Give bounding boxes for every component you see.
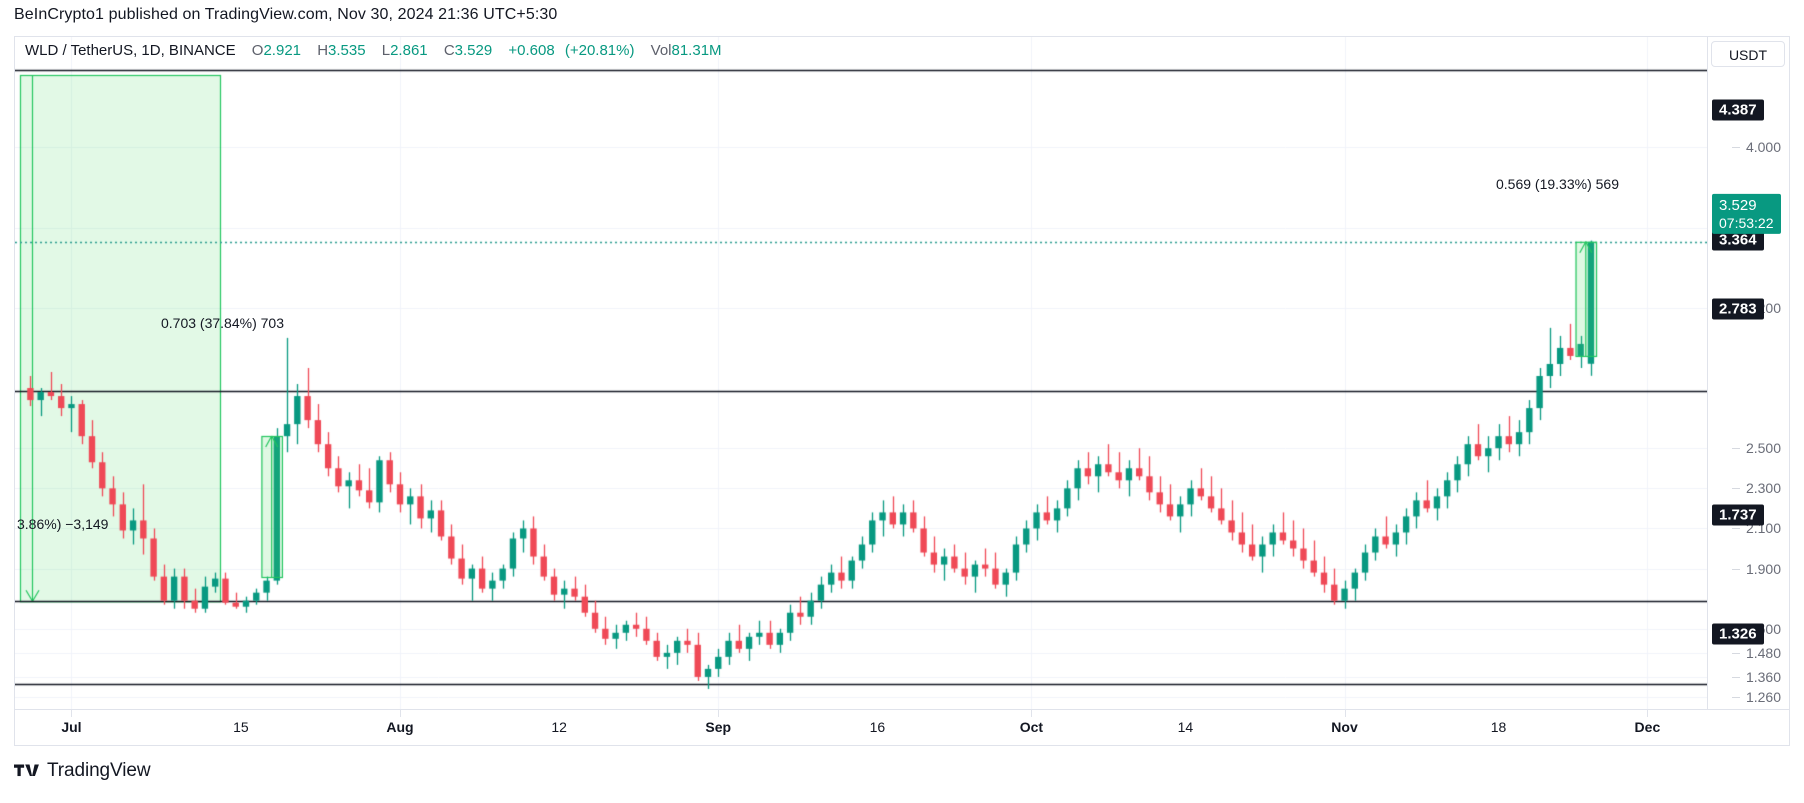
legend-open-label: O [251, 42, 264, 59]
time-label-oct: Oct [1019, 719, 1044, 735]
legend-symbol[interactable]: WLD / TetherUS, 1D, BINANCE [25, 42, 236, 59]
time-label-12: 12 [551, 719, 567, 735]
legend-change: +0.608 [508, 42, 555, 59]
legend-volume-label: Vol [650, 42, 672, 59]
chart-container: WLD / TetherUS, 1D, BINANCE O2.921 H3.53… [14, 36, 1790, 746]
currency-chip[interactable]: USDT [1711, 41, 1785, 67]
price-tag-resistance: 2.783 [1712, 298, 1764, 320]
live-price-tag: 3.529 07:53:22 [1712, 193, 1781, 235]
tick-dash [1731, 488, 1740, 490]
price-tick-1-260: 1.260 [1731, 689, 1781, 705]
live-price-value: 3.529 [1719, 196, 1757, 214]
time-label-18: 18 [1490, 719, 1507, 735]
tradingview-logo-icon [14, 764, 39, 777]
price-tag-low: 1.326 [1712, 623, 1764, 645]
legend-high-value: 3.535 [328, 42, 366, 59]
tradingview-wordmark: TradingView [47, 760, 151, 781]
price-axis[interactable]: USDT 4.3874.0003.6003.2002.7832.5002.300… [1707, 37, 1789, 709]
legend-close-label: C [443, 42, 455, 59]
legend-volume-value: 81.31M [671, 42, 722, 59]
live-countdown: 07:53:22 [1719, 214, 1774, 231]
tick-dash [1731, 448, 1740, 450]
tick-dash [1731, 568, 1740, 570]
time-label-nov: Nov [1331, 719, 1358, 735]
time-label-aug: Aug [386, 719, 414, 735]
annotation-mid-left: 0.703 (37.84%) 703 [161, 315, 284, 331]
time-label-15: 15 [233, 719, 249, 735]
price-tick-1-360: 1.360 [1731, 669, 1781, 685]
time-separator [400, 710, 401, 717]
time-separator [718, 710, 720, 717]
legend-change-percent: (+20.81%) [564, 42, 635, 59]
price-tick-2-500: 2.500 [1731, 440, 1781, 456]
tick-dash [1731, 147, 1740, 149]
legend-open-value: 2.921 [263, 42, 302, 59]
tick-dash [1731, 652, 1740, 654]
time-label-14: 14 [1177, 719, 1194, 735]
price-tag-support: 1.737 [1712, 504, 1764, 526]
tick-dash [1731, 676, 1740, 678]
price-tag-high: 4.387 [1712, 99, 1764, 121]
candlestick-canvas[interactable] [15, 37, 1709, 709]
time-label-jul: Jul [61, 719, 82, 735]
price-tick-2-300: 2.300 [1731, 480, 1781, 496]
legend-close-value: 3.529 [454, 42, 493, 59]
chart-plot-area[interactable] [15, 37, 1709, 709]
time-separator [1647, 710, 1649, 717]
tick-dash [1731, 528, 1740, 530]
legend-low-label: L [381, 42, 391, 59]
time-separator [1344, 710, 1346, 717]
annotation-top-right: 0.569 (19.33%) 569 [1496, 176, 1619, 192]
price-tick-1-900: 1.900 [1731, 561, 1781, 577]
time-separator [1031, 710, 1033, 717]
legend-high-label: H [317, 42, 329, 59]
attribution-text: BeInCrypto1 published on TradingView.com… [14, 6, 558, 23]
time-label-dec: Dec [1634, 719, 1661, 735]
prev-close-tag: 3.364 [1712, 229, 1764, 251]
time-separator [71, 710, 73, 717]
time-axis[interactable]: Jul 15 Aug 12 Sep 16 Oct 14 Nov 18 Dec [15, 709, 1789, 745]
time-label-16: 16 [869, 719, 886, 735]
price-tick-4-000: 4.000 [1731, 139, 1781, 155]
tick-dash [1731, 696, 1740, 698]
chart-legend: WLD / TetherUS, 1D, BINANCE O2.921 H3.53… [25, 42, 722, 59]
time-label-sep: Sep [705, 719, 732, 735]
tradingview-footer: TradingView [14, 760, 151, 782]
price-tick-1-480: 1.480 [1731, 645, 1781, 661]
legend-low-value: 2.861 [390, 42, 428, 59]
annotation-bottom-left: 3.86%) −3,149 [17, 516, 109, 532]
